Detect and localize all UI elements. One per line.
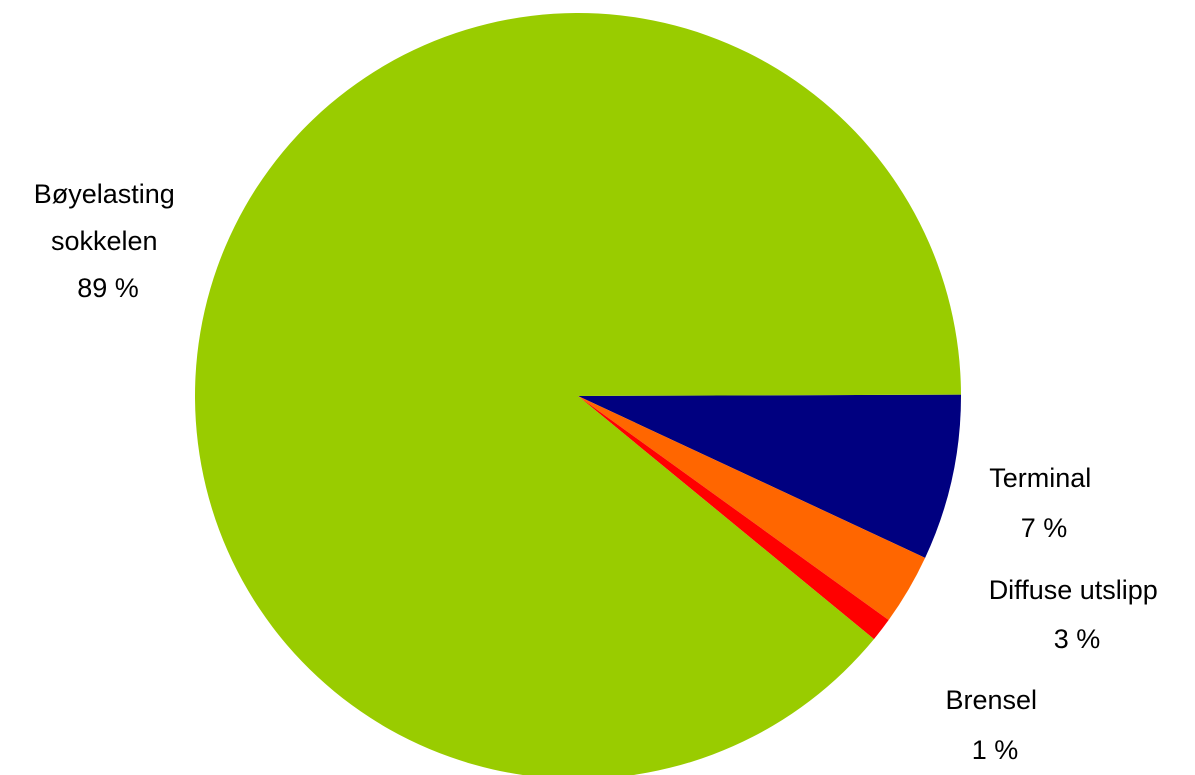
slice-label-boyelasting-name-line2: sokkelen [51, 226, 158, 256]
pie-slice-boyelasting-sokkelen [195, 12, 961, 775]
slice-label-brensel-name: Brensel [945, 685, 1037, 715]
slice-label-diffuse-utslipp-value: 3 % [1054, 624, 1101, 654]
slice-label-brensel-value: 1 % [972, 735, 1019, 765]
slice-label-terminal-value: 7 % [1021, 513, 1068, 543]
slice-label-boyelasting-name-line1: Bøyelasting [34, 179, 175, 209]
pie-slice-brensel [578, 396, 889, 640]
slice-label-brensel: Brensel 1 % [945, 685, 1044, 765]
pie-slice-diffuse-utslipp [578, 396, 926, 621]
slice-label-terminal-name: Terminal [989, 463, 1091, 493]
pie-labels: Terminal 7 % Diffuse utslipp 3 % Brensel… [34, 179, 1166, 765]
pie-slice-terminal [578, 394, 961, 558]
slice-label-terminal: Terminal 7 % [989, 463, 1099, 543]
slice-label-boyelasting-value: 89 % [77, 273, 139, 303]
slice-label-diffuse-utslipp-name: Diffuse utslipp [989, 575, 1158, 605]
pie-slices [195, 12, 961, 775]
slice-label-boyelasting-sokkelen: Bøyelasting sokkelen 89 % [34, 179, 183, 303]
slice-label-diffuse-utslipp: Diffuse utslipp 3 % [989, 575, 1166, 654]
